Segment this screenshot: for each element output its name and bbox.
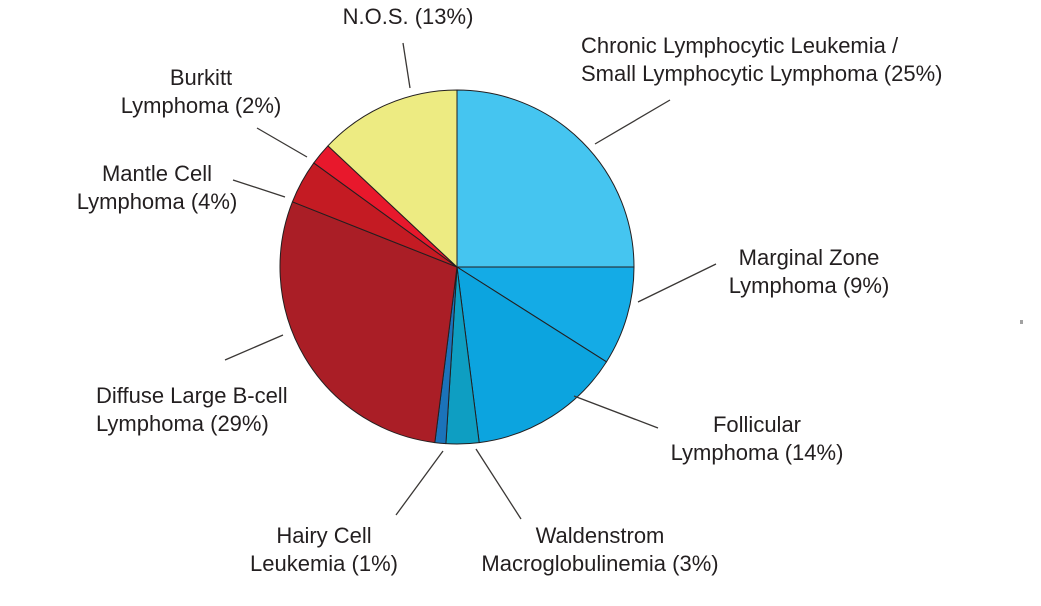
slice-label-follicular: Follicular Lymphoma (14%) [670, 412, 844, 465]
leader-line-cll-sll [594, 99, 671, 145]
leader-line-mantle-cell [232, 179, 286, 198]
pie-slice-dlbcl [279, 201, 458, 444]
leader-line-dlbcl [224, 334, 284, 361]
slice-label-marginal-zone: Marginal Zone Lymphoma (9%) [728, 245, 890, 298]
leader-line-nos [402, 42, 411, 89]
leader-line-waldenstrom [475, 448, 522, 520]
slice-label-dlbcl: Diffuse Large B-cell Lymphoma (29%) [96, 383, 288, 436]
pie-slice-nos [327, 89, 458, 268]
leader-line-hairy-cell [395, 450, 444, 516]
slice-label-mantle-cell: Mantle Cell Lymphoma (4%) [76, 161, 238, 214]
leader-line-marginal-zone [637, 263, 717, 303]
pie-slice-marginal-zone [456, 266, 635, 363]
slice-label-waldenstrom: Waldenstrom Macroglobulinemia (3%) [481, 523, 719, 576]
pie-slice-follicular [456, 266, 607, 444]
leader-line-burkitt [256, 127, 308, 158]
leader-line-follicular [573, 395, 659, 429]
slice-label-cll-sll: Chronic Lymphocytic Leukemia / Small Lym… [581, 33, 943, 86]
slice-label-nos: N.O.S. (13%) [342, 4, 474, 29]
pie-slice-cll-sll [456, 89, 635, 268]
slice-label-burkitt: Burkitt Lymphoma (2%) [120, 65, 282, 118]
slice-label-hairy-cell: Hairy Cell Leukemia (1%) [250, 523, 398, 576]
stray-mark [1020, 320, 1023, 324]
